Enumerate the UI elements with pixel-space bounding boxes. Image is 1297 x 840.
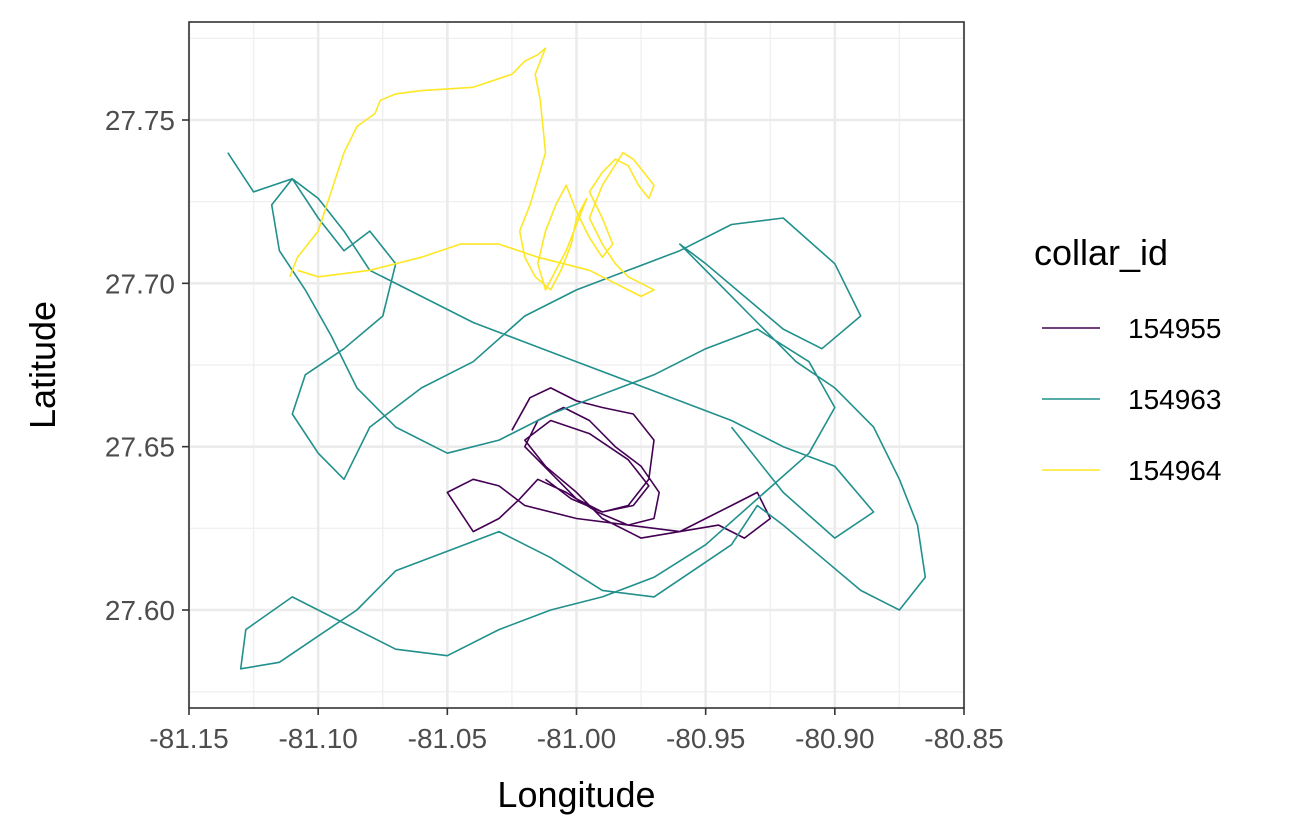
x-axis: -81.15 -81.10 -81.05 -81.00 -80.95 -80.90 -80.… [149,708,1004,754]
x-tick-label: -81.05 [408,723,487,754]
y-tick-label: 27.65 [105,432,175,463]
x-tick-label: -81.00 [537,723,616,754]
y-axis-title: Latitude [22,301,63,429]
x-tick-label: -80.95 [666,723,745,754]
legend: collar_id 154955 154963 154964 [1034,232,1221,486]
y-tick-label: 27.70 [105,268,175,299]
legend-label-154963: 154963 [1128,384,1221,415]
series-line-154963 [227,152,927,670]
y-axis: 27.60 27.65 27.70 27.75 [105,105,189,626]
legend-label-154955: 154955 [1128,313,1221,344]
series-line-154964 [289,47,655,298]
x-tick-label: -80.90 [795,723,874,754]
x-tick-label: -80.85 [924,723,1003,754]
y-tick-label: 27.60 [105,595,175,626]
legend-label-154964: 154964 [1128,455,1221,486]
series-layer [227,47,927,670]
x-tick-label: -81.10 [278,723,357,754]
x-tick-label: -81.15 [149,723,228,754]
series-line-154955 [446,387,772,539]
x-axis-title: Longitude [497,774,655,815]
legend-title: collar_id [1034,232,1168,273]
y-tick-label: 27.75 [105,105,175,136]
legend-items: 154955 154963 154964 [1042,313,1221,486]
plot-panel [187,21,966,709]
